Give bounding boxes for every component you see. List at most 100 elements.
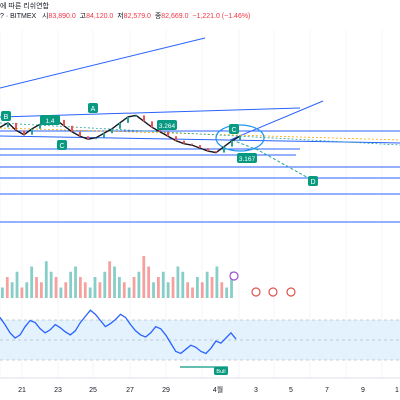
volume-bar-38 — [186, 282, 190, 298]
candle-8 — [63, 119, 65, 126]
candle-18 — [143, 115, 145, 122]
volume-bar-46 — [225, 287, 229, 298]
volume-bar-6 — [30, 266, 34, 298]
volume-bar-45 — [220, 282, 224, 298]
volume-bar-22 — [108, 261, 112, 298]
header-ohlc-row: ? · BITMEX 시83,890.0 고84,120.0 저82,579.0… — [0, 11, 250, 21]
drawings-layer — [0, 37, 400, 223]
fib-label-1: 3.264 — [159, 123, 176, 130]
candle-27 — [215, 151, 217, 153]
volume-bar-29 — [142, 256, 146, 298]
volume-bar-36 — [176, 266, 180, 298]
volume-bar-44 — [215, 266, 219, 298]
volume-bar-5 — [25, 282, 29, 298]
volume-bar-8 — [40, 282, 43, 298]
candle-13 — [103, 133, 105, 138]
volume-bar-21 — [103, 271, 107, 298]
candle-22 — [175, 136, 177, 141]
volume-bar-0 — [1, 287, 4, 298]
volume-bar-23 — [113, 266, 116, 298]
header-exchange: ? · BITMEX — [0, 13, 37, 20]
volume-bar-33 — [161, 271, 165, 298]
fib-label-bg-2 — [237, 153, 257, 163]
volume-bar-13 — [64, 282, 68, 298]
wave-label-1: A — [91, 106, 96, 113]
x-tick-label-0: 21 — [18, 387, 26, 394]
x-tick-label-2: 25 — [89, 387, 97, 394]
x-tick-label-3: 27 — [126, 387, 134, 394]
candle-29 — [231, 140, 233, 147]
candle-10 — [79, 131, 81, 137]
candle-2 — [15, 122, 17, 131]
fib-label-0: 1.4 — [45, 118, 54, 125]
bull-tag-bg — [214, 367, 228, 375]
candle-30 — [239, 136, 241, 141]
dotted-guide-green — [0, 122, 400, 146]
volume-bar-11 — [54, 277, 58, 298]
high-label: 고 — [79, 13, 87, 20]
chart-header: 에 따른 리쉬연합 ? · BITMEX 시83,890.0 고84,120.0… — [0, 0, 400, 32]
x-tick-label-10: 1 — [395, 387, 399, 394]
volume-bar-30 — [147, 266, 151, 298]
header-title: 에 따른 리쉬연합 — [0, 3, 49, 10]
x-tick-label-5: 4월 — [213, 385, 223, 394]
candle-16 — [127, 116, 129, 123]
volume-bar-31 — [152, 282, 155, 298]
x-tick-label-8: 7 — [325, 387, 329, 394]
wave-label-0: B — [4, 114, 9, 121]
candle-11 — [87, 136, 89, 140]
candle-12 — [95, 137, 97, 140]
price-series — [0, 114, 241, 154]
x-axis: 21 23 25 27 29 4월 3 5 7 9 1 — [0, 377, 400, 394]
wave-label-3: C — [231, 127, 236, 134]
wave-label-bg-4 — [308, 176, 318, 186]
candle-19 — [151, 121, 153, 128]
volume-bar-37 — [181, 271, 185, 298]
volume-bar-28 — [137, 271, 141, 298]
volume-bar-24 — [118, 277, 121, 298]
x-tick-label-6: 3 — [254, 387, 258, 394]
volume-bar-40 — [196, 277, 199, 298]
wave-label-bg-2 — [57, 140, 67, 150]
candle-1 — [7, 122, 9, 128]
volume-bar-15 — [74, 266, 77, 298]
fib-label-2: 3.167 — [239, 156, 256, 163]
candle-4 — [31, 128, 33, 135]
event-marker-0 — [229, 271, 239, 281]
volume-bar-17 — [83, 282, 87, 298]
close-label: 종 — [154, 13, 162, 20]
volume-bar-42 — [205, 271, 209, 298]
x-tick-label-4: 29 — [162, 387, 170, 394]
trendline-10 — [229, 100, 324, 141]
low-value: 82,579.0 — [123, 13, 151, 20]
event-marker-2 — [268, 287, 278, 297]
volume-bar-7 — [35, 277, 38, 298]
change-value: −1,221.0 (−1.46%) — [192, 13, 251, 20]
wave-label-bg-1 — [88, 103, 98, 113]
wave-label-bg-3 — [229, 124, 239, 134]
volume-bar-14 — [69, 271, 73, 298]
volume-bars — [1, 256, 296, 298]
candle-25 — [199, 145, 201, 149]
wave-label-bg-0 — [1, 111, 11, 121]
candle-14 — [111, 128, 113, 134]
highlight-ellipse — [215, 124, 265, 152]
volume-bar-20 — [98, 282, 102, 298]
volume-bar-39 — [191, 287, 194, 298]
rsi-series: Bull — [0, 309, 400, 375]
candle-26 — [207, 148, 209, 152]
volume-bar-10 — [49, 271, 53, 298]
event-marker-3 — [286, 287, 296, 297]
volume-bar-35 — [171, 277, 175, 298]
candle-5 — [39, 124, 41, 129]
candle-23 — [183, 140, 185, 144]
x-tick-label-1: 23 — [54, 387, 62, 394]
candle-3 — [23, 130, 25, 135]
volume-bar-26 — [127, 287, 131, 298]
low-label: 저 — [117, 13, 124, 20]
wave-label-2: C — [59, 143, 64, 150]
fib-label-bg-1 — [157, 120, 177, 130]
open-label: 시 — [42, 13, 49, 20]
candle-28 — [223, 146, 225, 153]
